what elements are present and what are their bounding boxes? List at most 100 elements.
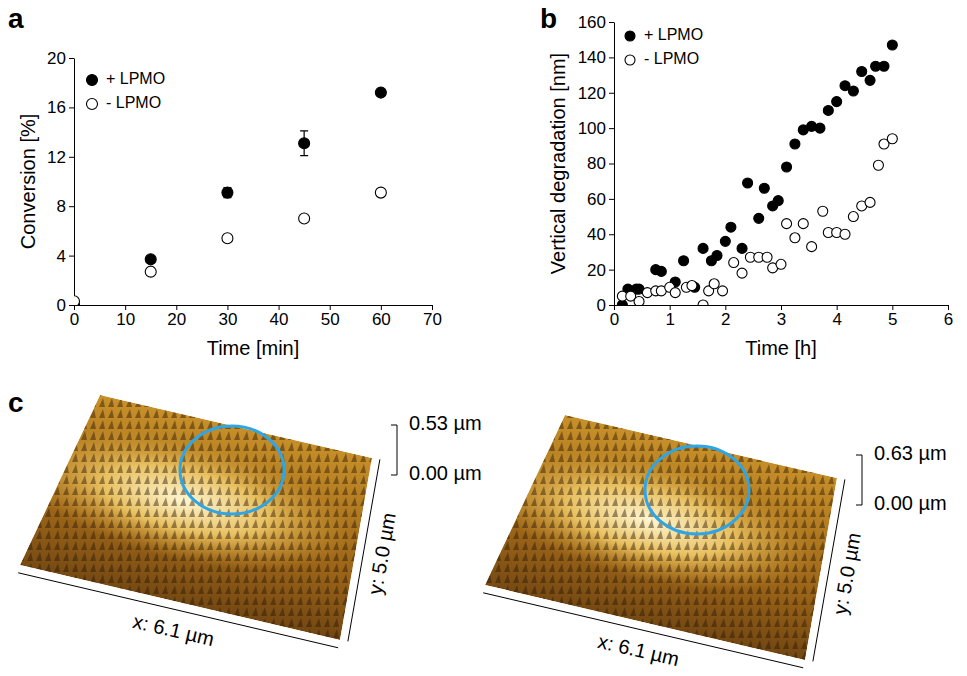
- y-tick: 0: [57, 296, 74, 315]
- point: [299, 213, 310, 224]
- x-axis-title: Time [min]: [207, 337, 300, 359]
- z-tick-mark: [856, 455, 862, 456]
- panel: a010203040506070048121620Time [min]Conve…: [8, 3, 442, 359]
- point: [375, 187, 386, 198]
- z-tick-label: 0.00 µm: [409, 462, 482, 484]
- y-tick: 12: [47, 148, 74, 167]
- z-tick-label: 0.63 µm: [874, 442, 947, 464]
- x-tick: 0: [70, 305, 79, 329]
- panel-label: b: [540, 3, 557, 34]
- y-axis-line: [614, 23, 615, 306]
- surface-texture: [20, 395, 372, 640]
- legend-label: + LPMO: [644, 26, 703, 43]
- point: [818, 206, 828, 216]
- z-axis-line: [862, 455, 863, 505]
- y-tick: 0: [597, 296, 614, 315]
- y-tick-label: 80: [587, 154, 606, 173]
- y-tick: 120: [578, 84, 614, 103]
- surface-image: x: 6.1 µmy: 5.0 µm0.00 µm0.53 µm: [6, 395, 482, 650]
- x-tick: 40: [270, 305, 289, 329]
- legend-marker: [625, 31, 635, 41]
- point: [375, 87, 386, 98]
- z-tick-label: 0.00 µm: [874, 492, 947, 514]
- point: [879, 61, 889, 71]
- point: [679, 256, 689, 266]
- z-tick-mark: [391, 425, 397, 426]
- point: [823, 105, 833, 115]
- z-scale: 0.00 µm 0.63 µm: [856, 442, 947, 514]
- y-tick-mark: [609, 270, 614, 271]
- z-tick-mark: [391, 475, 397, 476]
- x-tick-label: 20: [167, 310, 186, 329]
- y-tick-label: 8: [57, 197, 66, 216]
- y-axis: 048121620: [47, 49, 74, 315]
- point: [848, 212, 858, 222]
- point: [832, 97, 842, 107]
- point: [743, 178, 753, 188]
- point: [848, 86, 858, 96]
- y-axis-title: Conversion [%]: [17, 114, 39, 250]
- x-axis: 010203040506070: [70, 305, 442, 329]
- x-tick-label: 30: [218, 310, 237, 329]
- point: [773, 196, 783, 206]
- point: [762, 252, 772, 262]
- y-axis: 020406080100120140160: [578, 13, 615, 315]
- series: [617, 40, 897, 305]
- surface-base: [20, 395, 372, 640]
- x-tick: 1: [665, 305, 674, 329]
- point: [222, 233, 233, 244]
- point: [720, 236, 730, 246]
- legend-marker: [87, 99, 98, 110]
- series: [74, 187, 386, 305]
- x-tick-label: 4: [832, 310, 841, 329]
- point: [737, 268, 747, 278]
- panel-label: c: [8, 387, 24, 418]
- y-axis-title: Vertical degradation [nm]: [547, 53, 569, 274]
- marked-region: [180, 426, 284, 514]
- legend: + LPMO- LPMO: [87, 70, 166, 111]
- x-axis: 0123456: [610, 305, 953, 329]
- surface: [6, 395, 372, 640]
- point: [759, 183, 769, 193]
- x-tick-label: 10: [116, 310, 135, 329]
- y-tick-mark: [69, 206, 74, 207]
- x-tick-label: 2: [721, 310, 730, 329]
- point: [634, 296, 644, 305]
- plot-area: [617, 40, 897, 305]
- y-tick-label: 160: [578, 13, 606, 32]
- x-tick-label: 40: [270, 310, 289, 329]
- x-axis-line: [75, 305, 433, 306]
- point: [857, 67, 867, 77]
- y-tick: 20: [587, 261, 614, 280]
- plot-area: [74, 87, 386, 305]
- point: [790, 139, 800, 149]
- point: [815, 123, 825, 133]
- y-tick-mark: [609, 199, 614, 200]
- surface: [471, 415, 837, 660]
- x-tick: 3: [777, 305, 786, 329]
- y-tick-mark: [69, 157, 74, 158]
- x-tick-label: 5: [888, 310, 897, 329]
- point: [782, 219, 792, 229]
- y-tick-mark: [609, 164, 614, 165]
- y-tick-label: 12: [47, 148, 66, 167]
- surface-base: [485, 415, 837, 660]
- point: [718, 286, 728, 296]
- x-tick-label: 50: [321, 310, 340, 329]
- series: [74, 87, 386, 305]
- x-tick: 20: [167, 305, 186, 329]
- y-tick-mark: [609, 57, 614, 58]
- point: [709, 279, 719, 289]
- y-tick-mark: [69, 305, 74, 306]
- y-tick: 140: [578, 48, 614, 67]
- x-tick-label: 70: [423, 310, 442, 329]
- point: [865, 75, 875, 85]
- y-axis-title: y: 5.0 µm: [364, 511, 400, 596]
- point: [865, 197, 875, 207]
- legend-label: - LPMO: [644, 50, 699, 67]
- point: [698, 243, 708, 253]
- point: [782, 162, 792, 172]
- y-tick: 100: [578, 119, 614, 138]
- x-tick-label: 1: [665, 310, 674, 329]
- z-tick-label: 0.53 µm: [409, 412, 482, 434]
